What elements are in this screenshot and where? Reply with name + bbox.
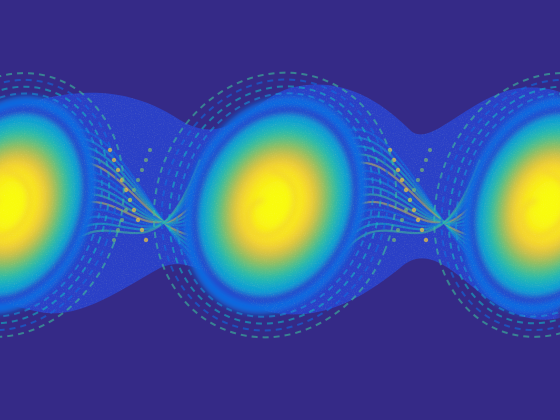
speckle-texture: [0, 84, 560, 320]
